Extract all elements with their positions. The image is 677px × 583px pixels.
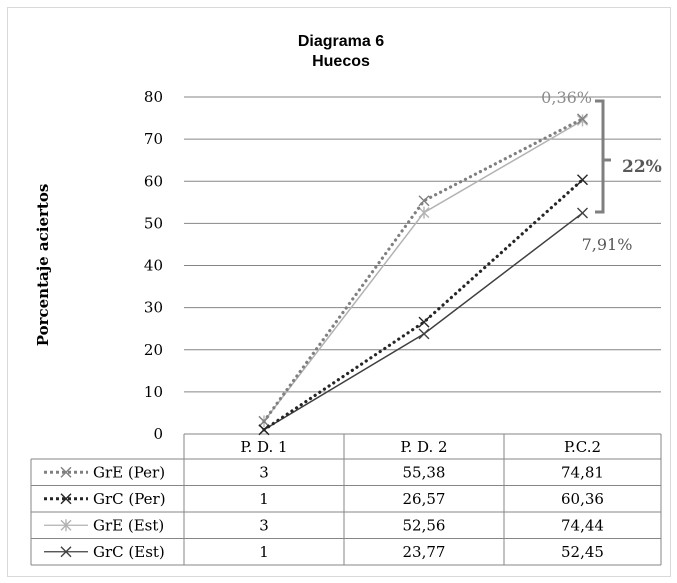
annotation-bottom-diff: 7,91% [582,235,633,254]
y-tick-label: 50 [144,214,163,232]
table-cell: 23,77 [403,543,446,561]
y-tick-label: 10 [144,383,163,401]
data-point [418,206,430,219]
data-point [258,415,270,427]
data-point [577,207,588,219]
chart-frame [7,7,671,577]
data-point [418,316,430,328]
y-tick-label: 60 [144,172,163,190]
x-tick-label: P. D. 1 [240,438,287,456]
data-point [577,114,588,127]
legend-key-marker [60,519,72,532]
legend-key-marker [60,466,72,478]
data-table: P. D. 1 P. D. 2 P.C.2 GrE (Per) 3 55,38 74,81 G… [30,433,662,566]
y-tick-labels: 0 10 20 30 40 50 60 70 80 [144,88,163,443]
annotation-bracket-label: 22% [622,157,662,177]
table-cell: 74,81 [561,463,604,481]
y-tick-label: 30 [144,299,163,317]
series-line [262,178,585,432]
annotations: 0,36% 7,91% 22% [541,88,662,254]
x-tick-label: P. D. 2 [400,438,447,456]
table-cell: 52,45 [561,543,604,561]
table-cell: 55,38 [403,463,446,481]
y-tick-label: 0 [153,425,163,443]
data-point [418,328,430,340]
y-tick-label: 70 [144,130,163,148]
table-cell: 60,36 [561,490,604,508]
table-cell: 1 [259,490,269,508]
legend-entry: GrC (Per) [93,490,166,508]
legend-key-marker [60,546,72,558]
series-lines [258,113,588,436]
y-tick-label: 80 [144,88,163,106]
difference-bracket [595,99,611,214]
y-tick-label: 20 [144,341,163,359]
legend-entry: GrE (Est) [93,516,164,534]
legend-key-marker [60,493,72,505]
series-line [263,119,584,423]
data-point [577,174,588,186]
series-line [262,117,585,423]
table-cell: 3 [259,516,269,534]
data-point [258,424,270,436]
chart-subtitle: Huecos [312,53,370,70]
table-cell: 26,57 [403,490,446,508]
data-point [418,195,430,207]
table-cell: 74,44 [561,516,604,534]
y-axis-label: Porcentaje aciertos [34,184,52,347]
table-cell: 3 [259,463,269,481]
table-cell: 52,56 [403,516,446,534]
y-tick-label: 40 [144,257,163,275]
table-cell: 1 [259,543,269,561]
legend-entry: GrE (Per) [93,463,165,481]
chart-title: Diagrama 6 [298,33,384,50]
data-point [577,113,588,125]
x-tick-label: P.C.2 [564,438,601,456]
annotation-top-diff: 0,36% [541,88,592,107]
legend-entry: GrC (Est) [93,543,165,561]
